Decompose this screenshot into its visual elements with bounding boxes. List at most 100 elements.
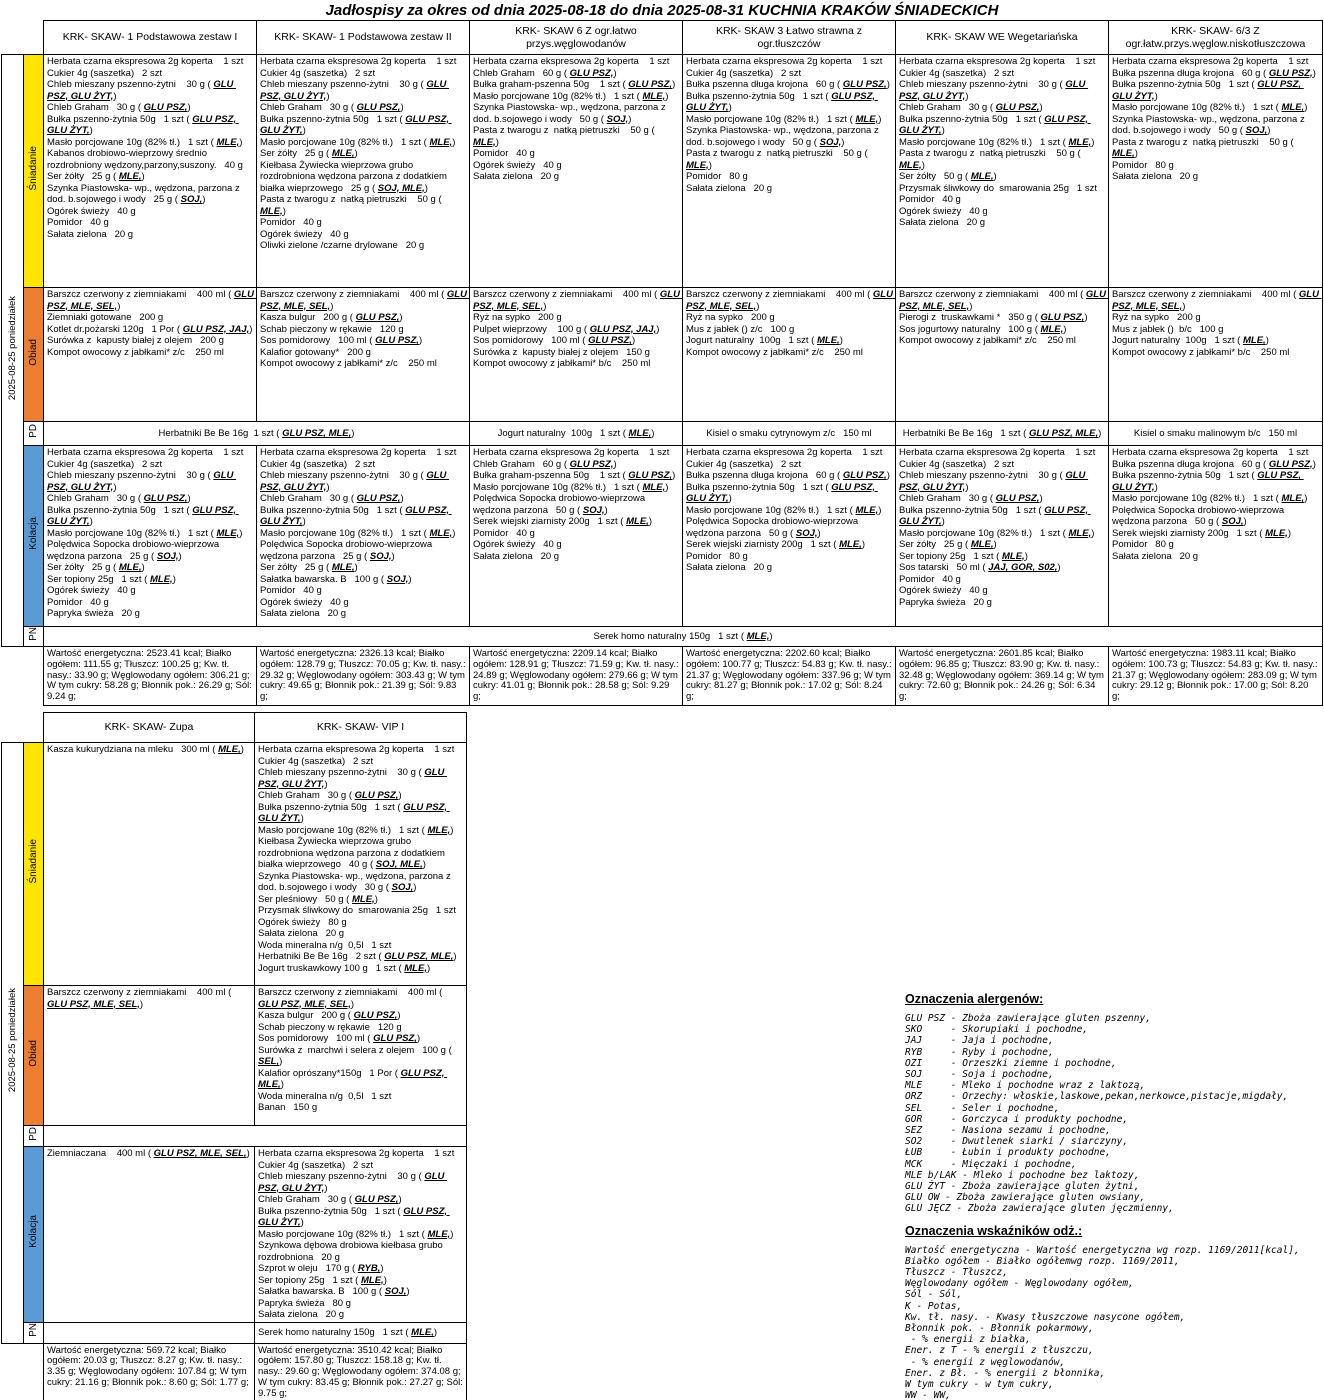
menu-item: Barszcz czerwony z ziemniakami 400 ml ( … bbox=[686, 289, 896, 312]
allergen-legend-entry: GLU OW - Zboża zawierające gluten owsian… bbox=[905, 1192, 1146, 1204]
menu-item: Sałata zielona 20 g bbox=[1112, 171, 1199, 182]
indicator-legend-entry: Kw. tł. nasy. - Kwasy tłuszczowe nasycon… bbox=[905, 1311, 1186, 1323]
indicator-legend-entry: Białko ogółem - Białko ogółemwg rozp. 11… bbox=[905, 1255, 1180, 1267]
meal-label-pn: PN bbox=[23, 626, 44, 647]
main-menu-table: KRK- SKAW- 1 Podstawowa zestaw I KRK- SKA… bbox=[1, 20, 1323, 706]
allergen-codes: GLU PSZ, MLE, SEL, bbox=[258, 998, 351, 1010]
menu-item: Ser żółty 25 g ( MLE,) bbox=[260, 562, 358, 573]
allergen-codes: GLU PSZ, GLU ŻYT, bbox=[260, 79, 450, 102]
menu-item: Bułka pszenno-żytnia 50g 1 szt ( GLU PSZ… bbox=[1112, 470, 1304, 493]
menu-item: Pomidor 40 g bbox=[899, 194, 961, 205]
indicator-legend-entry: Węglowodany ogółem - Węglowodany ogółem, bbox=[905, 1278, 1134, 1290]
breakfast-cell: Kasza kukurydziana na mleku 300 ml ( MLE… bbox=[43, 742, 255, 986]
allergen-codes: MLE, bbox=[216, 527, 240, 539]
dinner-items: Herbata czarna ekspresowa 2g koperta 1 s… bbox=[255, 1147, 466, 1322]
menu-item: Szynka Piastowska- wp., wędzona, parzona… bbox=[47, 182, 243, 206]
menu-item: Ser żółty 25 g ( MLE,) bbox=[899, 539, 997, 550]
allergen-codes: GLU PSZ, GLU ŻYT, bbox=[899, 470, 1089, 493]
meal-label-text-pd: PD bbox=[27, 424, 39, 438]
menu-item: Ogórek świeży 40 g bbox=[899, 585, 988, 596]
menu-item: Bułka pszenna długa krojona 60 g ( GLU P… bbox=[1112, 67, 1316, 79]
menu-item: Bułka pszenno-żytnia 50g 1 szt ( GLU PSZ… bbox=[47, 504, 239, 528]
pn-cell: Serek homo naturalny 150g 1 szt ( MLE,) bbox=[43, 626, 1323, 647]
allergen-codes: GLU PSZ, bbox=[356, 493, 401, 504]
breakfast-items: Herbata czarna ekspresowa 2g koperta 1 s… bbox=[896, 55, 1108, 230]
lunch-cell: Barszcz czerwony z ziemniakami 400 ml ( … bbox=[256, 287, 470, 422]
dinner-items: Herbata czarna ekspresowa 2g koperta 1 s… bbox=[896, 446, 1108, 609]
allergen-codes: GLU PSZ, bbox=[569, 67, 614, 79]
column-header: KRK- SKAW- Zupa bbox=[43, 712, 255, 743]
column-header: KRK- SKAW WE Wegetariańska bbox=[895, 20, 1109, 55]
meal-label-text-lunch: Obiad bbox=[27, 1039, 39, 1067]
nutrition-summary: Wartość energetyczna: 569.72 kcal; Białk… bbox=[47, 1344, 249, 1388]
allergen-codes: GLU PSZ, bbox=[569, 458, 614, 470]
lunch-items: Barszcz czerwony z ziemniakami 400 ml ( … bbox=[1109, 288, 1322, 359]
allergen-codes: MLE, bbox=[331, 148, 355, 159]
allergen-codes: GLU PSZ, bbox=[356, 102, 401, 113]
nutrition-cell: Wartość energetyczna: 3510.42 kcal; Biał… bbox=[254, 1342, 467, 1400]
menu-item: Surówka z kapusty białej z olejem 150 g bbox=[473, 346, 650, 358]
menu-item: Mus z jabłek () z/c 100 g bbox=[686, 323, 795, 335]
menu-item: Oliwki zielone /czarne drylowane 20 g bbox=[260, 240, 425, 251]
menu-item: Szynka Piastowska- wp., wędzona, parzona… bbox=[1112, 113, 1308, 137]
menu-item: Bułka graham-pszenna 50g 1 szt ( GLU PSZ… bbox=[473, 79, 676, 90]
breakfast-cell: Herbata czarna ekspresowa 2g koperta 1 s… bbox=[43, 54, 257, 288]
menu-item: Ryż na sypko 200 g bbox=[473, 312, 562, 323]
menu-item: Herbata czarna ekspresowa 2g koperta 1 s… bbox=[899, 447, 1096, 458]
menu-item: Papryka świeża 20 g bbox=[47, 608, 140, 619]
pn-cell bbox=[43, 1321, 255, 1344]
allergen-codes: MLE, bbox=[839, 539, 862, 550]
menu-item: Bułka pszenno-żytnia 50g 1 szt ( GLU PSZ… bbox=[899, 113, 1091, 137]
menu-item: Kompot owocowy z jabłkami* z/c 250 ml bbox=[260, 358, 437, 369]
menu-item: Ziemniaczana 400 ml ( GLU PSZ, MLE, SEL,… bbox=[47, 1148, 250, 1159]
menu-item: Polędwica Sopocka drobiowo-wieprzowa węd… bbox=[686, 516, 861, 539]
allergen-codes: GLU PSZ, GLU ŻYT, bbox=[260, 504, 452, 528]
menu-item: Kasza bulgur 200 g ( GLU PSZ,) bbox=[258, 1010, 401, 1021]
allergen-codes: GLU PSZ, GLU ŻYT, bbox=[260, 113, 452, 137]
allergen-codes: SOJ, bbox=[1245, 125, 1268, 136]
spacer-cell bbox=[2, 713, 24, 743]
menu-item: Papryka świeża 80 g bbox=[258, 1297, 351, 1309]
menu-item: Cukier 4g (saszetka) 2 szt bbox=[686, 458, 802, 470]
allergen-codes: MLE, bbox=[746, 630, 770, 642]
allergen-codes: MLE, bbox=[427, 824, 451, 836]
lunch-cell: Barszcz czerwony z ziemniakami 400 ml ( … bbox=[254, 985, 467, 1126]
menu-item: Sałata zielona 20 g bbox=[1112, 550, 1199, 562]
menu-item: Herbata czarna ekspresowa 2g koperta 1 s… bbox=[473, 56, 670, 67]
allergen-codes: SOJ, bbox=[582, 504, 605, 516]
meal-label-text-dinner: Kolacja bbox=[27, 517, 39, 550]
allergen-codes: MLE, bbox=[404, 962, 427, 974]
menu-item: Bułka graham-pszenna 50g 1 szt ( GLU PSZ… bbox=[473, 470, 676, 481]
nutrition-cell: Wartość energetyczna: 1983.11 kcal; Biał… bbox=[1108, 645, 1323, 706]
allergen-codes: MLE, bbox=[352, 893, 375, 905]
menu-item: Ogórek świeży 40 g bbox=[260, 596, 349, 608]
breakfast-items: Herbata czarna ekspresowa 2g koperta 1 s… bbox=[255, 743, 466, 975]
allergen-legend-entry: ORZ - Orzechy: włoskie,laskowe,pekan,ner… bbox=[905, 1091, 1289, 1103]
menu-item: Bułka pszenna długa krojona 60 g ( GLU P… bbox=[686, 470, 890, 481]
menu-item: Kompot owocowy z jabłkami* b/c 250 ml bbox=[473, 358, 651, 369]
allergen-legend-entry: GLU JĘCZ - Zboża zawierające gluten jęcz… bbox=[905, 1203, 1174, 1215]
lunch-cell: Barszcz czerwony z ziemniakami 400 ml ( … bbox=[895, 287, 1109, 422]
menu-item: Jogurt naturalny 100g 1 szt ( MLE,) bbox=[686, 335, 843, 346]
lunch-cell: Barszcz czerwony z ziemniakami 400 ml ( … bbox=[43, 985, 255, 1126]
menu-item: Pomidor 80 g bbox=[1112, 159, 1174, 171]
menu-item: Polędwica Sopocka drobiowo-wieprzowa węd… bbox=[47, 539, 222, 562]
menu-item: Masło porcjowane 10g (82% tł.) 1 szt ( M… bbox=[1112, 102, 1308, 113]
menu-item: Ryż na sypko 200 g bbox=[686, 312, 775, 323]
meal-label-text-pn: PN bbox=[27, 627, 39, 641]
menu-item: Sałata zielona 20 g bbox=[686, 182, 773, 194]
pd-cell: Herbatniki Be Be 16g 1 szt ( GLU PSZ, ML… bbox=[895, 421, 1109, 446]
column-header: KRK- SKAW- 1 Podstawowa zestaw I bbox=[43, 20, 257, 55]
menu-item: Pomidor 80 g bbox=[686, 171, 748, 182]
menu-item: Surówka z kapusty białej z olejem 200 g bbox=[47, 335, 224, 346]
allergen-legend-entry: ŁUB - Łubin i produkty pochodne, bbox=[905, 1147, 1111, 1159]
allergen-codes: GLU PSZ, bbox=[375, 335, 419, 346]
allergen-codes: GLU PSZ, JAJ, bbox=[589, 323, 657, 335]
indicator-legend-entry: Sól - Sól, bbox=[905, 1289, 963, 1301]
menu-item: Barszcz czerwony z ziemniakami 400 ml ( … bbox=[1112, 289, 1322, 312]
menu-item: Herbata czarna ekspresowa 2g koperta 1 s… bbox=[258, 1148, 455, 1159]
meal-label-text-breakfast: Śniadanie bbox=[27, 146, 39, 191]
menu-item: Serek homo naturalny 150g 1 szt ( MLE,) bbox=[593, 630, 773, 642]
menu-item: Masło porcjowane 10g (82% tł.) 1 szt ( M… bbox=[473, 90, 669, 102]
menu-item: Chleb Graham 30 g ( GLU PSZ,) bbox=[260, 102, 404, 113]
